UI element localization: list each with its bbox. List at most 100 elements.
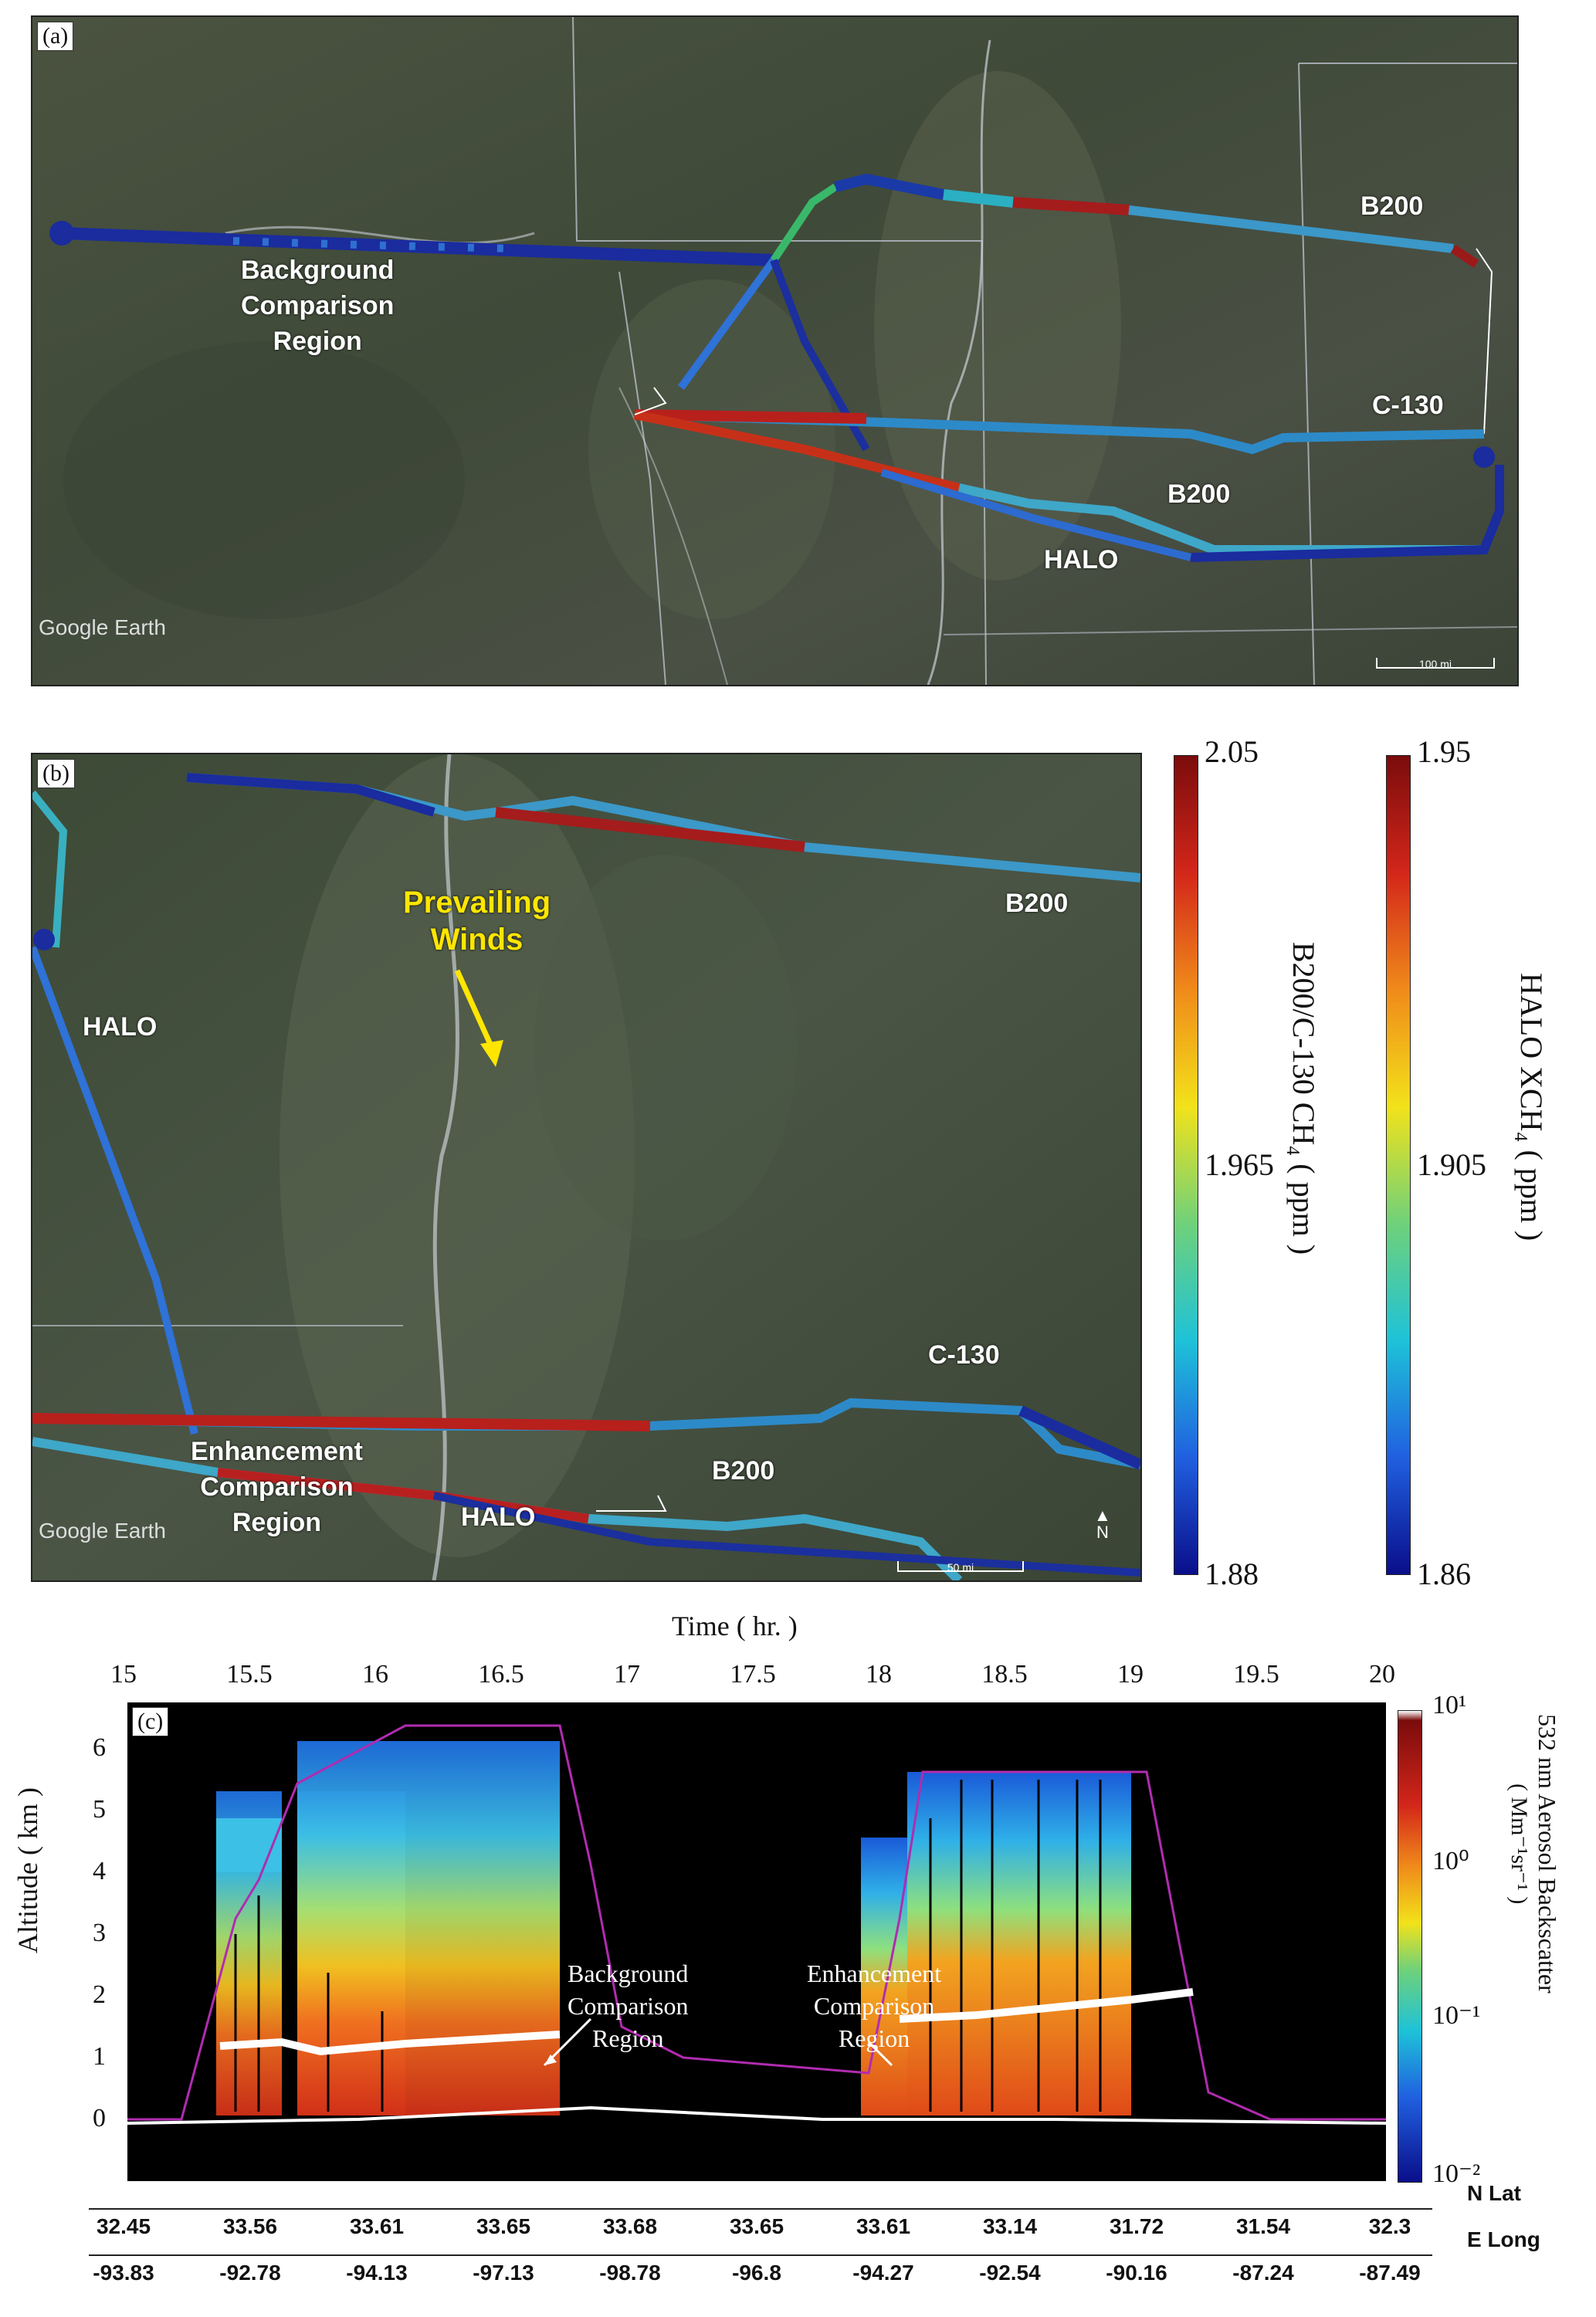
enh-line-3: Region (232, 1508, 322, 1537)
alt-tick-1: 1 (93, 2042, 106, 2071)
cbar-b200-title: B200/C-130 CH₄ ( ppm ) (1286, 942, 1321, 1255)
cbar-halo-title: HALO XCH₄ ( ppm ) (1514, 973, 1549, 1241)
alt-tick-2: 2 (93, 1980, 106, 2009)
lon-tick-0: -93.83 (93, 2261, 154, 2285)
time-tick-10: 20 (1369, 1660, 1395, 1689)
map-a-background (32, 17, 1517, 685)
lon-tick-3: -97.13 (473, 2261, 534, 2285)
colorbar-halo (1386, 755, 1411, 1575)
lat-tick-7: 33.14 (982, 2214, 1038, 2238)
prevailing-line-1: Prevailing (403, 886, 551, 920)
lat-tick-9: 31.54 (1235, 2214, 1291, 2238)
cbar-halo-tick-top: 1.95 (1417, 734, 1471, 769)
halo-label-b-bottom: HALO (461, 1502, 536, 1532)
scalebar-b: 50 mi (897, 1561, 1024, 1573)
alt-tick-6: 6 (93, 1733, 106, 1762)
lat-tick-8: 31.72 (1109, 2214, 1164, 2238)
background-line-1: Background (241, 256, 395, 285)
alt-tick-4: 4 (93, 1857, 106, 1885)
annot-enh-2: Comparison (813, 1992, 935, 2020)
background-line-2: Comparison (241, 291, 395, 320)
lat-tick-4: 33.68 (602, 2214, 658, 2238)
annot-bg-1: Background (568, 1960, 689, 1987)
enhancement-region-label: Enhancement Comparison Region (191, 1434, 363, 1540)
bs-tick-3: 10⁻¹ (1432, 2001, 1481, 2030)
alt-tick-5: 5 (93, 1795, 106, 1824)
lon-axis-line (89, 2254, 1432, 2256)
lon-tick-4: -98.78 (599, 2261, 661, 2285)
lat-tick-0: 32.45 (96, 2214, 151, 2238)
enh-line-2: Comparison (200, 1472, 354, 1502)
backscatter-title: 532 nm Aerosol Backscatter (1533, 1714, 1561, 1994)
lon-tick-1: -92.78 (219, 2261, 281, 2285)
lon-tick-7: -92.54 (979, 2261, 1041, 2285)
time-tick-9: 19.5 (1233, 1660, 1279, 1689)
lon-tick-6: -94.27 (852, 2261, 914, 2285)
panel-b-tag: (b) (37, 759, 75, 788)
enh-line-1: Enhancement (191, 1437, 363, 1466)
annot-bg-3: Region (592, 2024, 664, 2052)
lon-tick-8: -90.16 (1106, 2261, 1167, 2285)
time-tick-2: 16 (362, 1660, 388, 1689)
lat-tick-10: 32.3 (1368, 2214, 1411, 2238)
lat-tick-6: 33.61 (856, 2214, 911, 2238)
lat-tick-3: 33.65 (476, 2214, 531, 2238)
panel-c-tag: (c) (132, 1707, 169, 1736)
lon-tick-9: -87.24 (1232, 2261, 1294, 2285)
cbar-b200-tick-mid: 1.965 (1205, 1147, 1274, 1182)
panel-a-tag: (a) (37, 22, 74, 51)
north-arrow-icon-b: ▲ N (1094, 1506, 1111, 1542)
wind-arrow-icon (454, 969, 503, 1067)
background-comparison-annotation: Background Comparison Region (568, 1957, 688, 2054)
annot-bg-2: Comparison (568, 1992, 689, 2020)
google-earth-logo-a: Google Earth (39, 615, 166, 639)
scalebar-a: 100 mi (1376, 658, 1495, 670)
enhancement-comparison-annotation: Enhancement Comparison Region (807, 1957, 941, 2054)
bs-tick-2: 10⁰ (1432, 1847, 1469, 1875)
background-line-3: Region (273, 327, 362, 356)
lidar-curtain (127, 1724, 1387, 2125)
prevailing-winds-label: Prevailing Winds (403, 884, 551, 958)
halo-label: HALO (1044, 545, 1119, 574)
halo-label-b-top: HALO (83, 1012, 158, 1042)
lon-tick-5: -96.8 (732, 2261, 781, 2285)
lat-tick-5: 33.65 (729, 2214, 784, 2238)
lidar-panel-c: (c) Background Comparison Region Enhance… (127, 1702, 1387, 2181)
colorbar-b200-c130 (1174, 755, 1198, 1575)
lon-tick-2: -94.13 (346, 2261, 408, 2285)
annot-enh-3: Region (838, 2024, 910, 2052)
c130-label-b: C-130 (928, 1340, 1000, 1370)
altitude-axis-label: Altitude ( km ) (12, 1787, 43, 1953)
google-earth-logo-b: Google Earth (39, 1519, 166, 1543)
cbar-b200-tick-bottom: 1.88 (1205, 1557, 1259, 1591)
time-tick-4: 17 (614, 1660, 640, 1689)
bs-tick-1: 10¹ (1432, 1691, 1467, 1719)
annot-enh-1: Enhancement (807, 1960, 942, 1987)
cbar-halo-tick-bottom: 1.86 (1417, 1557, 1471, 1591)
time-tick-1: 15.5 (226, 1660, 273, 1689)
time-tick-7: 18.5 (981, 1660, 1028, 1689)
north-label-b: N (1096, 1523, 1109, 1542)
background-region-label: Background Comparison Region (241, 252, 394, 359)
lat-label: N Lat (1467, 2181, 1521, 2205)
c130-label: C-130 (1372, 391, 1444, 420)
b200-label-mid: B200 (1167, 479, 1231, 509)
time-tick-0: 15 (110, 1660, 137, 1689)
lat-tick-2: 33.61 (349, 2214, 405, 2238)
lon-tick-10: -87.49 (1359, 2261, 1421, 2285)
alt-tick-3: 3 (93, 1919, 106, 1947)
backscatter-units: ( Mm⁻¹sr⁻¹ ) (1506, 1783, 1532, 1905)
map-b-background (32, 754, 1140, 1580)
lat-tick-1: 33.56 (222, 2214, 278, 2238)
lat-axis-line (89, 2208, 1432, 2210)
time-tick-6: 18 (866, 1660, 892, 1689)
lon-label: E Long (1467, 2227, 1540, 2251)
colorbar-backscatter (1398, 1710, 1422, 2183)
map-panel-a: (a) Background Comparison Region B200 C-… (31, 15, 1519, 686)
prevailing-line-2: Winds (430, 923, 524, 957)
time-tick-5: 17.5 (730, 1660, 776, 1689)
bs-tick-4: 10⁻² (1432, 2159, 1481, 2188)
b200-label-b-top: B200 (1005, 889, 1069, 918)
curtain-gaps (234, 1780, 1102, 2112)
alt-tick-0: 0 (93, 2104, 106, 2132)
